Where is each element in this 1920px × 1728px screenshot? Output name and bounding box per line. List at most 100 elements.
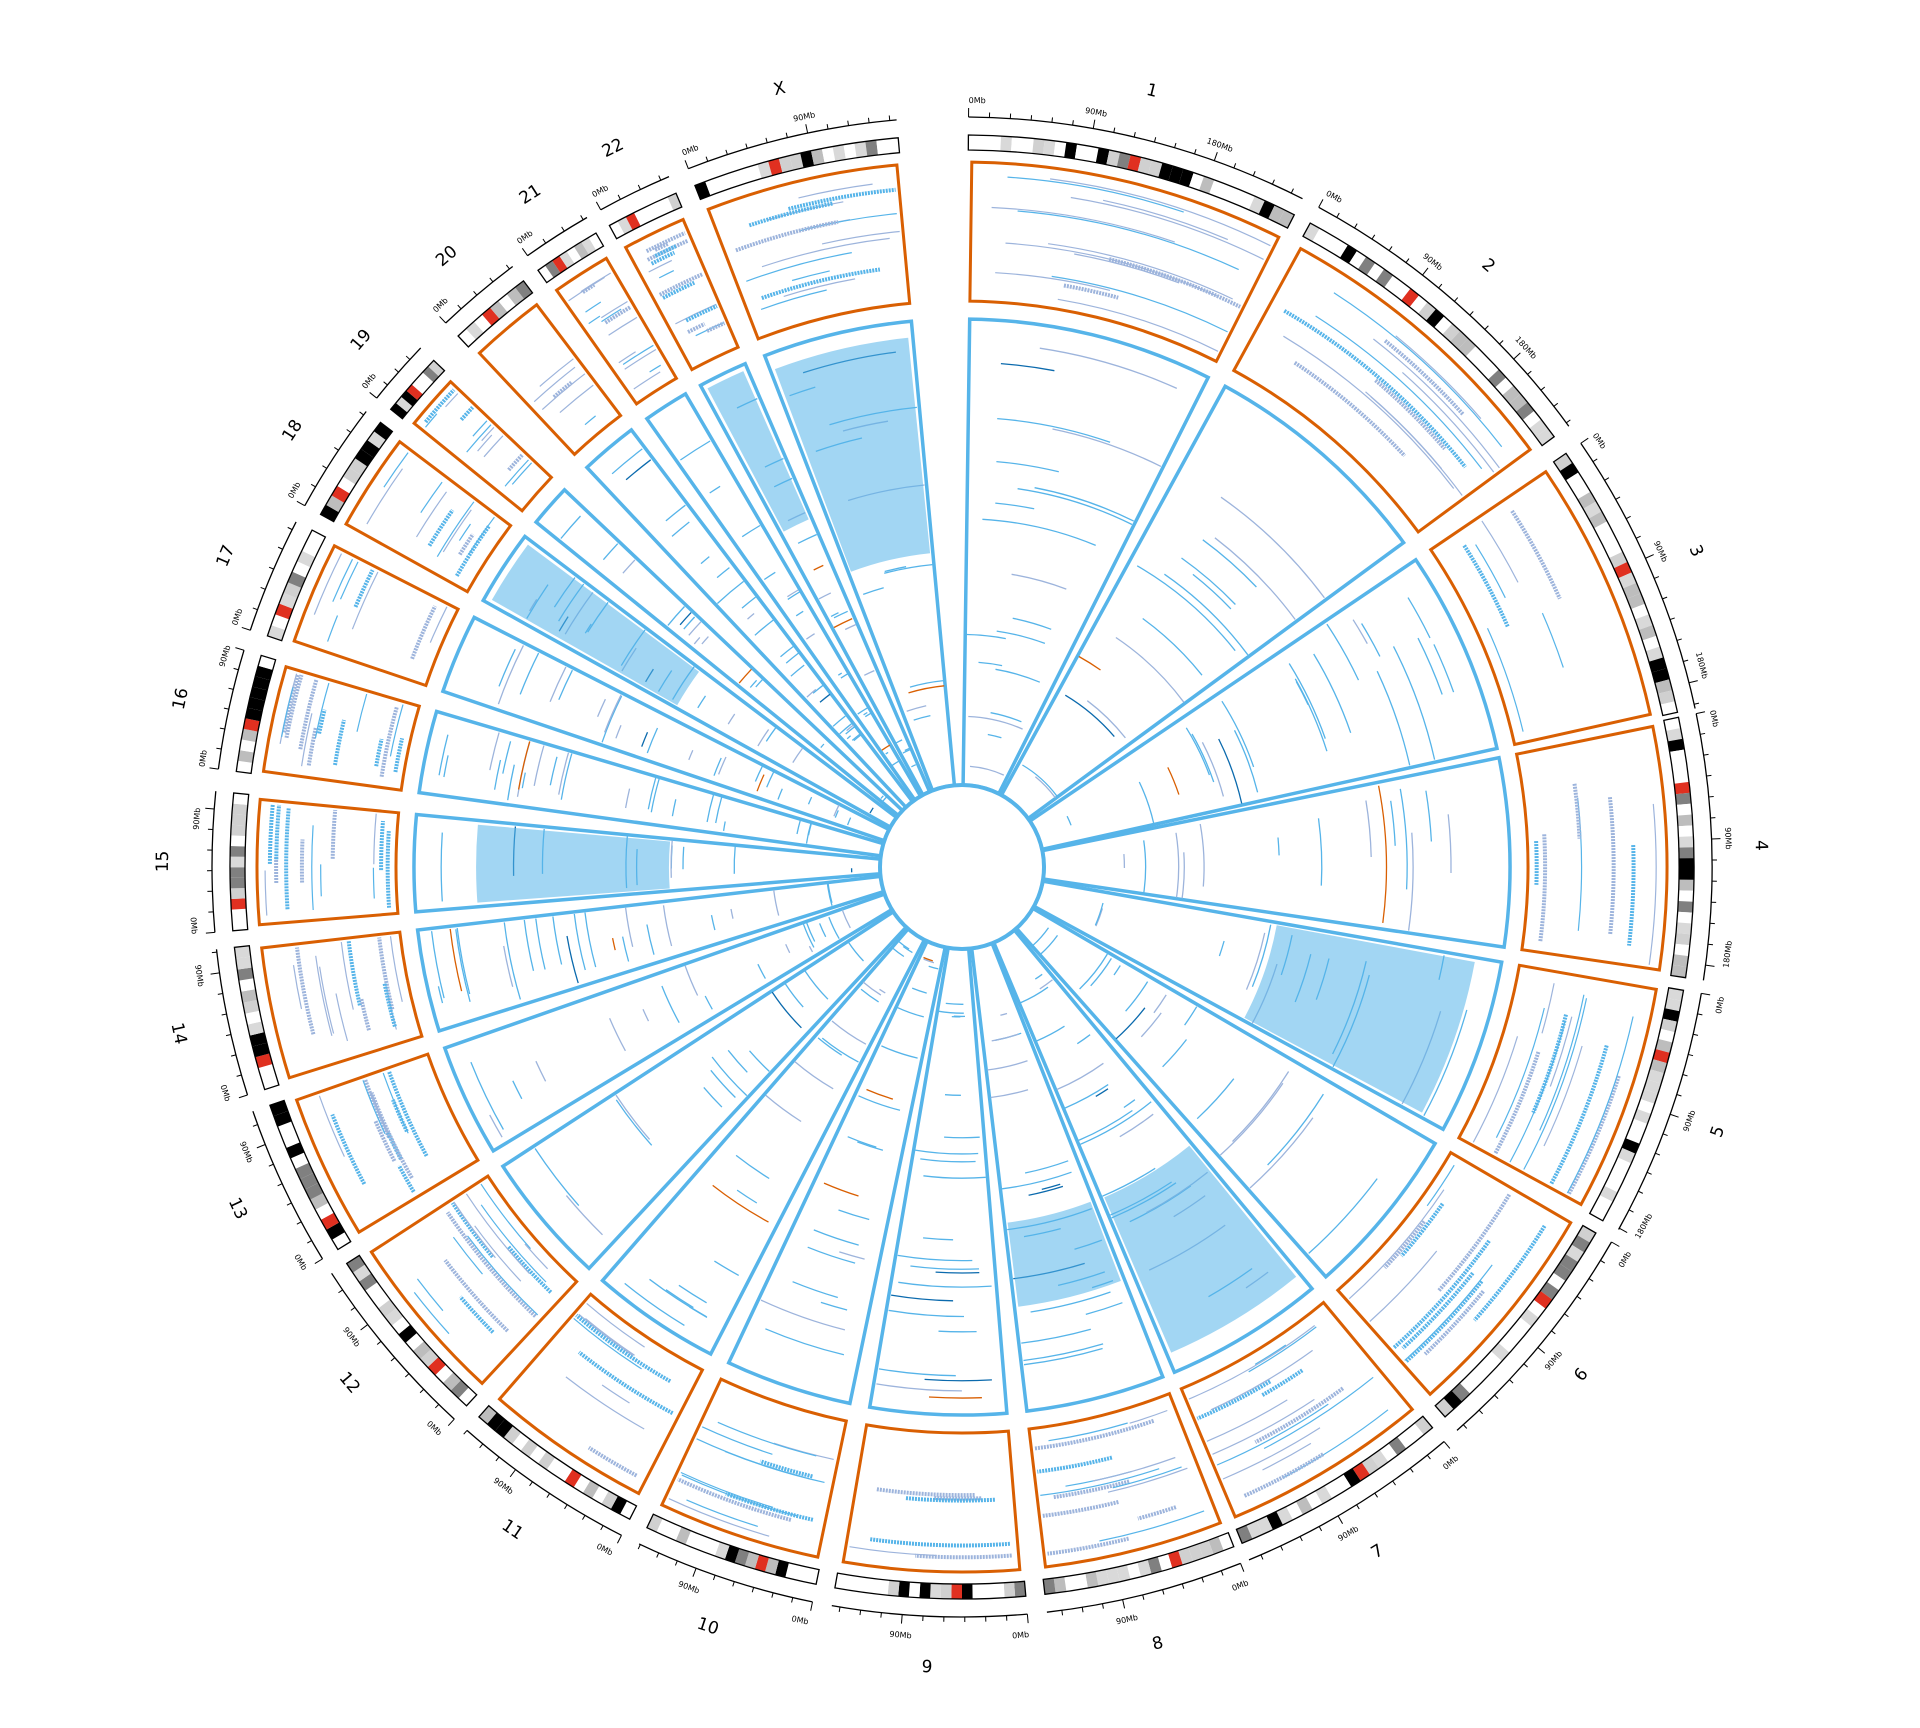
major-tick	[810, 1601, 813, 1611]
minor-tick	[1676, 1093, 1682, 1097]
inner-track-arc	[845, 726, 856, 735]
tick-label: 180Mb	[1633, 1212, 1654, 1240]
cytoband	[646, 1514, 663, 1533]
inner-track-arc	[978, 661, 1003, 667]
outer-track-arc	[654, 241, 669, 252]
cytoband	[1157, 1553, 1173, 1572]
cytoband	[252, 676, 270, 691]
inner-track-arc	[1028, 1185, 1064, 1196]
inner-track-arc	[1167, 767, 1180, 795]
cytoband	[908, 1582, 921, 1598]
inner-track-arc	[1024, 1160, 1069, 1174]
minor-tick	[1646, 1171, 1652, 1175]
inner-track-arc	[489, 732, 500, 771]
inner-track-arc	[534, 1148, 580, 1207]
cytoband	[667, 193, 682, 211]
cytoband	[1660, 701, 1678, 716]
major-tick	[205, 807, 215, 810]
inner-track-arc	[902, 748, 911, 754]
major-tick	[1701, 992, 1711, 996]
minor-tick	[286, 1202, 292, 1206]
cytoband	[401, 390, 418, 407]
ideogram-outline	[233, 944, 280, 1091]
cytoband	[1604, 1176, 1623, 1193]
outer-track-frame	[1514, 724, 1669, 972]
inner-track-arc	[880, 795, 884, 799]
inner-track-arc	[470, 1061, 504, 1130]
minor-tick	[1260, 1554, 1264, 1560]
inner-track-arc	[1219, 1082, 1284, 1156]
outer-track-arc	[1534, 841, 1539, 885]
minor-tick	[1635, 535, 1641, 539]
outer-track-arc	[319, 966, 335, 1034]
outer-track-arc	[1543, 1045, 1583, 1147]
minor-tick	[1499, 340, 1504, 345]
minor-tick	[230, 1054, 237, 1057]
inner-track-arc	[503, 922, 522, 1000]
outer-track-arc	[1042, 1500, 1119, 1518]
minor-tick	[346, 429, 352, 433]
inner-track-arc	[1094, 902, 1104, 926]
minor-tick	[859, 1610, 862, 1616]
outer-track-frame	[841, 1423, 1022, 1574]
tick-label: 0Mb	[431, 296, 450, 314]
cytoband	[283, 582, 302, 599]
outer-track-arc	[1509, 1021, 1566, 1163]
cytoband	[620, 1501, 637, 1520]
cytoband	[1199, 176, 1215, 194]
major-tick	[241, 626, 251, 631]
inner-track-arc	[1407, 597, 1431, 639]
outer-track-arc	[760, 289, 827, 310]
inner-track-arc	[573, 913, 586, 971]
cytoband	[982, 1583, 994, 1599]
centromere-band	[951, 1583, 962, 1599]
minor-tick	[1669, 617, 1675, 621]
inner-track-arc	[1030, 1291, 1111, 1313]
cytoband	[1599, 1185, 1618, 1202]
inner-track-arc	[688, 750, 694, 761]
inner-track-dense-block	[707, 371, 809, 532]
outer-track-arc	[905, 1496, 996, 1503]
cytoband	[428, 360, 445, 377]
outer-track-arc	[477, 434, 493, 452]
outer-track-arc	[1370, 396, 1463, 496]
minor-tick	[1153, 137, 1157, 143]
tick-label: 90Mb	[1723, 827, 1733, 849]
cytoband	[1673, 943, 1690, 957]
inner-track-arc	[890, 1294, 954, 1302]
outer-track-arc	[480, 1183, 531, 1250]
cytoband	[1599, 531, 1618, 549]
cytoband	[1529, 419, 1548, 437]
inner-track-arc	[1095, 908, 1104, 927]
cytoband	[1660, 1018, 1678, 1033]
cytoband	[1330, 239, 1348, 258]
inner-track-arc	[928, 1396, 982, 1399]
major-tick	[1337, 1515, 1344, 1524]
minor-tick	[1655, 1152, 1661, 1156]
inner-track-arc	[507, 764, 515, 801]
outer-track-frame	[260, 930, 424, 1080]
minor-tick	[838, 1606, 841, 1613]
outer-track-arc	[1047, 1536, 1130, 1556]
cytoband	[1676, 911, 1693, 924]
inner-track-arc	[443, 755, 449, 778]
inner-track-arc	[784, 983, 804, 1008]
outer-track-arc	[1539, 994, 1585, 1131]
outer-track-arc	[1541, 612, 1564, 668]
inner-track-arc	[787, 591, 800, 600]
inner-track-arc	[1423, 1009, 1468, 1117]
inner-track-arc	[990, 1089, 1029, 1099]
tick-axis	[600, 176, 670, 211]
minor-tick	[1478, 1409, 1483, 1415]
outer-track-frame	[706, 163, 912, 341]
outer-track-arc	[600, 300, 628, 319]
outer-track-arc	[427, 508, 455, 547]
inner-track-arc	[1184, 1006, 1198, 1026]
inner-track-arc	[1140, 1012, 1162, 1038]
outer-track-arc	[787, 187, 896, 211]
centromere-band	[1127, 154, 1142, 172]
outer-track-arc	[821, 230, 900, 245]
minor-tick	[236, 1074, 242, 1077]
minor-tick	[404, 1373, 410, 1378]
